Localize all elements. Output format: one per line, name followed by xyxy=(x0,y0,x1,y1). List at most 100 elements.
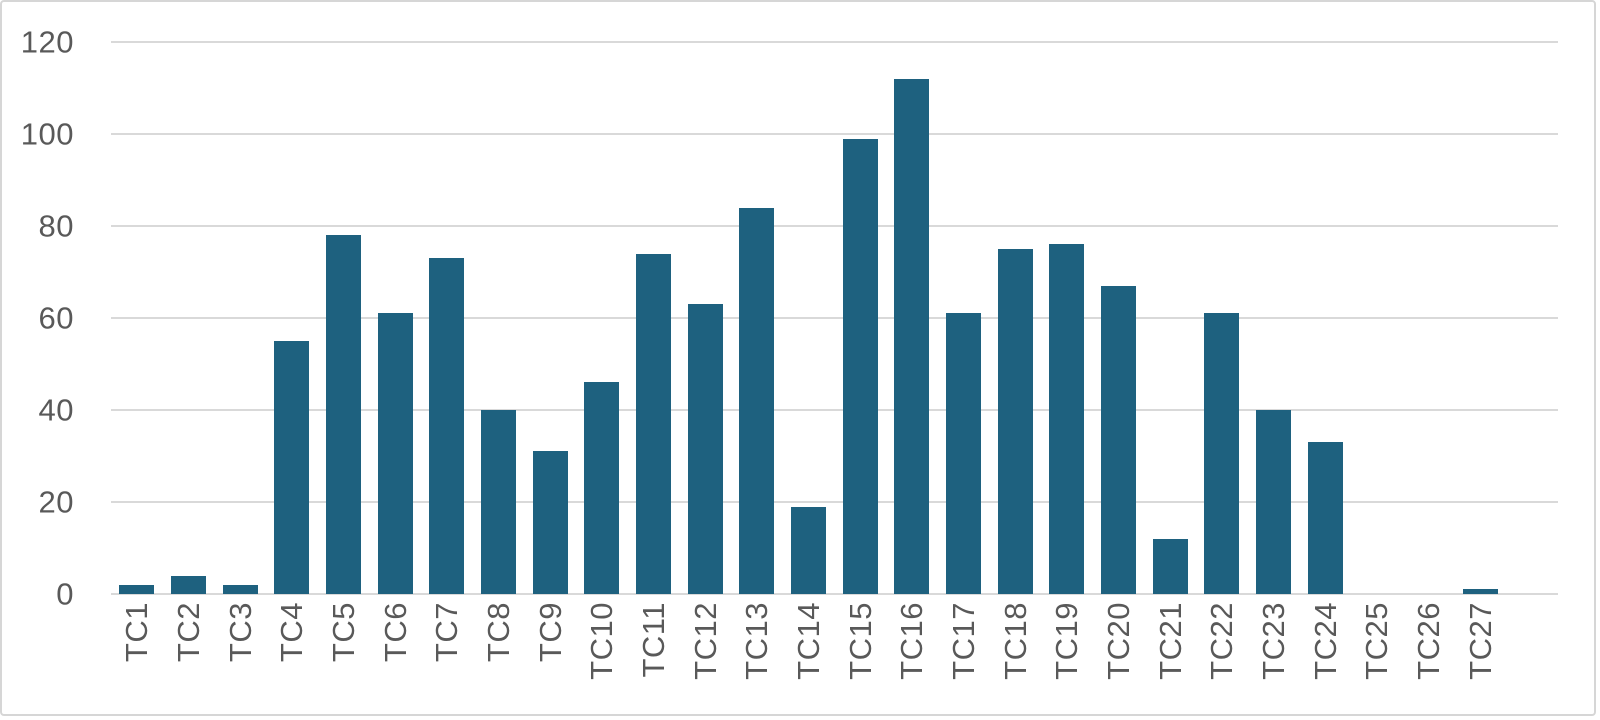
x-axis-tick-label-TC26: TC26 xyxy=(1411,602,1447,680)
bar-TC27 xyxy=(1462,589,1498,594)
bar-slot-TC8 xyxy=(473,42,525,594)
x-axis-label-slot-TC26: TC26 xyxy=(1403,602,1455,712)
bar-slot-TC26 xyxy=(1403,42,1455,594)
bar-TC22 xyxy=(1204,313,1240,594)
bar-TC5 xyxy=(326,235,362,594)
bar-slot-TC7 xyxy=(421,42,473,594)
bar-slot-TC21 xyxy=(1144,42,1196,594)
x-axis-tick-label-TC8: TC8 xyxy=(481,602,517,663)
x-axis-tick-label-TC3: TC3 xyxy=(222,602,258,663)
x-axis-tick-label-TC6: TC6 xyxy=(377,602,413,663)
x-axis-tick-label-TC21: TC21 xyxy=(1152,602,1188,680)
bar-slot-TC27 xyxy=(1454,42,1506,594)
bar-TC14 xyxy=(791,506,827,594)
x-axis-tick-label-TC15: TC15 xyxy=(842,602,878,680)
x-axis-tick-label-TC23: TC23 xyxy=(1256,602,1292,680)
x-axis-label-slot-TC9: TC9 xyxy=(524,602,576,712)
y-axis-tick-label-40: 40 xyxy=(38,392,74,428)
x-axis-label-slot-TC20: TC20 xyxy=(1093,602,1145,712)
bar-slot-TC17 xyxy=(938,42,990,594)
x-axis-label-slot-TC6: TC6 xyxy=(369,602,421,712)
x-axis-label-slot-TC19: TC19 xyxy=(1041,602,1093,712)
gridline-80 xyxy=(111,225,1558,227)
x-axis-label-slot-TC14: TC14 xyxy=(783,602,835,712)
x-axis-label-slot-TC15: TC15 xyxy=(834,602,886,712)
x-axis-tick-label-TC16: TC16 xyxy=(894,602,930,680)
bar-TC16 xyxy=(894,78,930,594)
bar-slot-TC9 xyxy=(524,42,576,594)
x-axis-label-slot-TC22: TC22 xyxy=(1196,602,1248,712)
bar-slot-TC2 xyxy=(163,42,215,594)
x-axis-tick-label-TC14: TC14 xyxy=(791,602,827,680)
bar-slot-TC18 xyxy=(989,42,1041,594)
bar-slot-TC12 xyxy=(679,42,731,594)
x-axis-tick-label-TC4: TC4 xyxy=(274,602,310,663)
y-axis: 0 20 40 60 80 100 120 xyxy=(2,27,97,610)
bar-TC24 xyxy=(1307,442,1343,594)
x-axis-label-slot-TC21: TC21 xyxy=(1144,602,1196,712)
x-axis-tick-label-TC20: TC20 xyxy=(1101,602,1137,680)
x-axis-label-slot-TC23: TC23 xyxy=(1248,602,1300,712)
bar-slot-TC23 xyxy=(1248,42,1300,594)
bar-TC6 xyxy=(377,313,413,594)
x-axis-tick-label-TC1: TC1 xyxy=(119,602,155,663)
bar-TC3 xyxy=(222,584,258,594)
gridlines xyxy=(111,41,1558,595)
x-axis-tick-label-TC24: TC24 xyxy=(1307,602,1343,680)
x-axis-tick-label-TC5: TC5 xyxy=(326,602,362,663)
bar-slot-TC5 xyxy=(318,42,370,594)
gridline-40 xyxy=(111,409,1558,411)
bar-slot-TC20 xyxy=(1093,42,1145,594)
x-axis-tick-label-TC7: TC7 xyxy=(429,602,465,663)
plot-area xyxy=(111,41,1558,595)
x-axis-tick-label-TC17: TC17 xyxy=(946,602,982,680)
x-axis-label-slot-TC11: TC11 xyxy=(628,602,680,712)
bar-TC19 xyxy=(1049,244,1085,594)
gridline-120 xyxy=(111,41,1558,43)
x-axis-tick-label-TC22: TC22 xyxy=(1204,602,1240,680)
x-axis-tick-label-TC13: TC13 xyxy=(739,602,775,680)
bar-TC21 xyxy=(1152,538,1188,594)
bar-slot-TC15 xyxy=(834,42,886,594)
bar-TC1 xyxy=(119,584,155,594)
bar-slot-TC22 xyxy=(1196,42,1248,594)
x-axis-label-slot-TC27: TC27 xyxy=(1454,602,1506,712)
x-axis-tick-label-TC2: TC2 xyxy=(171,602,206,663)
x-axis-label-slot-TC7: TC7 xyxy=(421,602,473,712)
bar-TC8 xyxy=(481,410,517,594)
x-axis-tick-label-TC9: TC9 xyxy=(532,602,568,663)
bar-TC4 xyxy=(274,341,310,594)
x-axis-tick-label-TC18: TC18 xyxy=(997,602,1033,680)
x-axis-label-slot-TC12: TC12 xyxy=(679,602,731,712)
x-axis-tick-label-TC12: TC12 xyxy=(687,602,723,680)
bars xyxy=(111,42,1558,594)
y-axis-tick-label-100: 100 xyxy=(20,116,74,152)
x-axis-tick-label-TC27: TC27 xyxy=(1462,602,1498,680)
x-axis-label-slot-TC13: TC13 xyxy=(731,602,783,712)
bar-TC23 xyxy=(1256,410,1292,594)
bar-slot-TC19 xyxy=(1041,42,1093,594)
bar-slot-TC16 xyxy=(886,42,938,594)
bar-slot-TC3 xyxy=(214,42,266,594)
x-axis-tick-label-TC10: TC10 xyxy=(584,602,620,680)
bar-slot-TC10 xyxy=(576,42,628,594)
bar-slot-TC13 xyxy=(731,42,783,594)
gridline-100 xyxy=(111,133,1558,135)
x-axis-tick-label-TC19: TC19 xyxy=(1049,602,1085,680)
x-axis-label-slot-TC25: TC25 xyxy=(1351,602,1403,712)
bar-slot-TC14 xyxy=(783,42,835,594)
x-axis-label-slot-TC2: TC2 xyxy=(163,602,215,712)
x-axis-tick-label-TC11: TC11 xyxy=(636,602,672,678)
bar-slot-TC4 xyxy=(266,42,318,594)
bar-slot-TC25 xyxy=(1351,42,1403,594)
x-axis-label-slot-TC4: TC4 xyxy=(266,602,318,712)
y-axis-tick-label-60: 60 xyxy=(38,300,74,336)
gridline-0 xyxy=(111,593,1558,595)
bar-TC7 xyxy=(429,258,465,594)
bar-TC18 xyxy=(997,249,1033,594)
bar-TC20 xyxy=(1101,285,1137,594)
bar-TC17 xyxy=(946,313,982,594)
x-axis-label-slot-TC10: TC10 xyxy=(576,602,628,712)
x-axis: TC1 TC2 TC3 TC4 TC5 TC6 TC7 TC8 TC9 TC10 TC11 TC12 T… xyxy=(111,602,1558,712)
